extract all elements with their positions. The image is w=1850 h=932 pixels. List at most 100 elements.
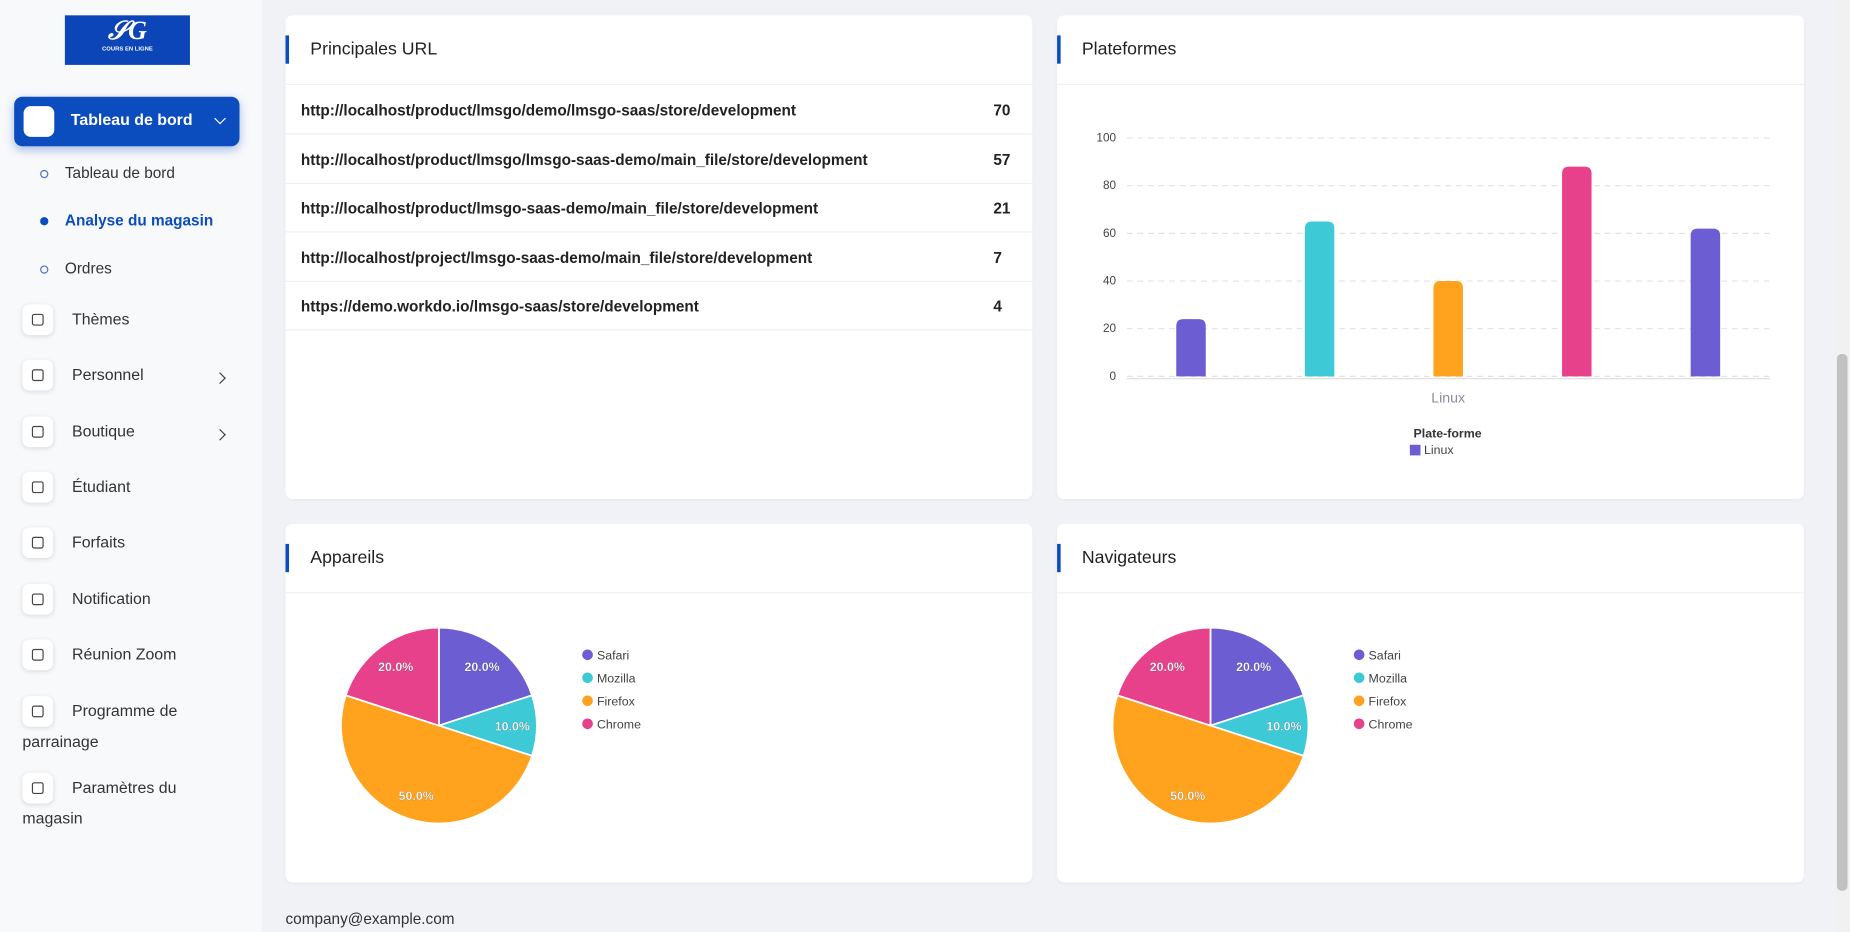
card-header: Principales URL [285,15,1033,85]
count: 57 [993,150,1011,169]
menu-item[interactable]: Boutique [22,416,223,448]
y-tick-label: 60 [1103,227,1117,240]
legend-label: Firefox [1369,695,1408,709]
menu-item[interactable]: Réunion Zoom [22,639,223,671]
active-menu[interactable]: Tableau de bord [14,96,240,147]
bar [1304,221,1335,377]
count: 7 [993,248,1002,267]
logo[interactable]: 𝒮G COURS EN LIGNE [64,15,190,65]
urls-card: Principales URL http://localhost/product… [285,15,1033,500]
menu-item[interactable]: Paramètres du magasin [22,773,223,834]
url-row: http://localhost/product/lmsgo/lmsgo-saa… [285,134,1033,184]
pie-chart: 20.0% 10.0% 50.0% 20.0% Safari Mozilla Firefox… [340,626,641,825]
icon [22,527,54,559]
bar-chart: 0 20 40 60 80 100 Linux Plate-forme Linux [1096,132,1770,457]
pie-slice [438,626,534,727]
menu-label: Notification [71,589,151,608]
slice-label: 20.0% [1150,660,1185,674]
card-header: Navigateurs [1057,524,1804,594]
legend-swatch [582,672,593,684]
icon [22,304,54,336]
bar [1562,166,1592,377]
slice-label: 10.0% [1266,719,1301,733]
legend-swatch [1353,695,1365,707]
bar [1176,319,1206,377]
footer: company@example.com [285,909,455,928]
card-header: Appareils [285,524,1033,594]
legend-label: Safari [597,649,629,663]
slice-label: 50.0% [399,789,434,803]
slice-label: 50.0% [1170,789,1205,803]
icon [22,360,54,392]
pie-slice [1116,626,1212,727]
slice-label: 20.0% [378,660,413,674]
url-row: http://localhost/product/lmsgo-saas-demo… [285,183,1033,233]
devices-card: Appareils 20.0% 10.0% 50.0% 20.0% Safari Mozi… [285,523,1033,883]
pie-slice [340,694,534,825]
legend-label: Mozilla [1369,672,1408,686]
url: http://localhost/product/lmsgo/lmsgo-saa… [300,150,868,169]
menu-label: Boutique [71,422,135,441]
icon [22,472,54,504]
pie-slice [344,626,440,727]
platform-card: Plateformes 0 20 40 60 80 100 Linux Plate-forme… [1057,15,1804,500]
url: http://localhost/product/lmsgo/demo/lmsg… [300,101,796,120]
sub-menu[interactable]: Analyse du magasin [64,211,214,229]
menu-item[interactable]: Thèmes [22,304,223,336]
legend-label: Firefox [597,695,636,709]
menu-label: Programme de parrainage [22,701,178,751]
count: 4 [993,297,1002,316]
sub-menu[interactable]: Ordres [64,259,112,278]
url-row: http://localhost/project/lmsgo-saas-demo… [285,232,1033,282]
card-title: Plateformes [1081,38,1177,59]
legend-swatch [1353,718,1365,730]
pie-chart: 20.0% 10.0% 50.0% 20.0% Safari Mozilla Firefox… [1111,626,1413,825]
url: http://localhost/product/lmsgo-saas-demo… [300,199,819,218]
card-title: Principales URL [310,38,438,59]
pie-slice [1111,694,1305,825]
menu-label: Personnel [71,365,144,384]
legend-title: Plate-forme [1414,427,1482,441]
url-row: https://demo.workdo.io/lmsgo-saas/store/… [285,281,1033,331]
legend-label: Mozilla [597,672,636,686]
bar [1690,228,1721,377]
icon [22,773,54,804]
icon [22,416,54,448]
count: 70 [993,101,1011,120]
slice-label: 20.0% [465,660,500,674]
menu-item[interactable]: Personnel [22,360,223,392]
menu-item[interactable]: Programme de parrainage [22,696,223,757]
menu-label: Tableau de bord [70,110,193,129]
slice-label: 20.0% [1236,660,1271,674]
menu-item[interactable]: Notification [22,584,223,616]
logo-text: COURS EN LIGNE [102,46,153,54]
legend-swatch [1353,672,1365,684]
legend-label: Chrome [1369,718,1413,732]
card-title: Navigateurs [1081,547,1177,568]
icon [23,106,55,137]
y-tick-label: 100 [1096,132,1116,145]
card-header: Plateformes [1057,15,1804,85]
y-tick-label: 80 [1103,179,1117,192]
sub-menu[interactable]: Tableau de bord [64,163,175,182]
menu-item[interactable]: Étudiant [22,472,223,504]
url: http://localhost/project/lmsgo-saas-demo… [300,248,813,267]
x-tick-label: Linux [1431,389,1465,405]
menu-label: Forfaits [71,533,126,551]
sidebar: 𝒮G COURS EN LIGNE Tableau de bord Tablea… [0,0,262,932]
scrollbar[interactable] [1834,0,1850,932]
sub-dot [40,265,49,274]
icon [22,584,54,616]
legend-swatch [1353,649,1365,661]
slice-label: 10.0% [495,719,530,733]
legend-swatch [582,695,593,707]
sub-dot [40,217,49,226]
sub-dot [40,169,49,179]
menu-item[interactable]: Forfaits [22,527,223,559]
pie-slice [1209,626,1305,727]
legend-label: Safari [1369,649,1401,663]
legend-label: Linux [1424,443,1454,457]
menu-label: Réunion Zoom [71,645,177,664]
